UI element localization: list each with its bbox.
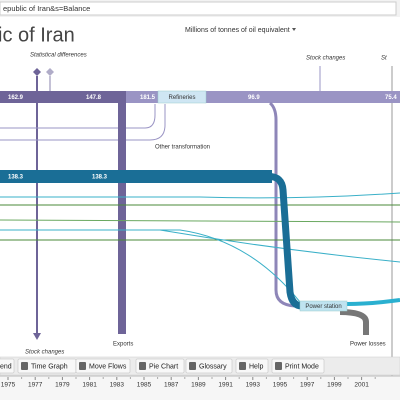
button-icon (21, 362, 28, 370)
flow (339, 309, 369, 335)
button-label: Help (249, 363, 264, 370)
button-icon (275, 362, 282, 370)
button-label: Time Graph (31, 363, 68, 370)
flow-exports (118, 95, 126, 334)
timeline-year[interactable]: 1987 (164, 382, 179, 389)
flow-band (0, 170, 272, 183)
flow-label: Statistical differences (30, 53, 87, 59)
button-icon (189, 362, 196, 370)
flow-value: 96.9 (248, 95, 260, 101)
timeline-year[interactable]: 1999 (327, 382, 342, 389)
timeline-year[interactable]: 1979 (55, 382, 70, 389)
arrow-head (33, 333, 41, 340)
flow (0, 192, 400, 199)
flow-label: St (381, 56, 387, 62)
flow-label: Power losses (350, 342, 386, 348)
node[interactable] (157, 90, 207, 104)
timeline-year[interactable]: 1997 (300, 382, 315, 389)
timeline-year[interactable]: 1985 (137, 382, 152, 389)
flow-value: 138.3 (92, 175, 108, 181)
button-label: Glossary (199, 363, 227, 370)
flow-label: Other transformation (155, 145, 210, 151)
url-field[interactable] (0, 1, 397, 16)
flow-band (0, 91, 126, 103)
flow-band (267, 173, 303, 310)
toolbar-button[interactable] (271, 358, 325, 374)
flow (0, 219, 400, 223)
timeline (0, 376, 400, 400)
timeline-year[interactable]: 1995 (273, 382, 288, 389)
marker (33, 68, 41, 76)
page-title: ic of Iran (0, 24, 75, 46)
flow-value: 75.4 (385, 95, 397, 101)
unit-selector[interactable]: Millions of tonnes of oil equivalent (185, 27, 290, 34)
timeline-year[interactable]: 1977 (28, 382, 43, 389)
flow-label: Exports (113, 342, 133, 348)
url: epublic of Iran&s=Balance (3, 4, 90, 13)
flow-label: Stock changes (306, 56, 345, 62)
toolbar-buttons: end Time Graph Move Flows Pie Chart Glossary… (0, 358, 325, 374)
toolbar-button[interactable] (75, 358, 131, 374)
button-icon (79, 362, 86, 370)
timeline-year[interactable]: 1981 (82, 382, 97, 389)
marker (46, 68, 54, 76)
flow (0, 229, 301, 303)
button-label: end (0, 363, 12, 370)
node-label: Refineries (168, 95, 195, 101)
flow (0, 104, 166, 141)
dropdown-arrow (292, 28, 296, 31)
timeline-year[interactable]: 2001 (354, 382, 369, 389)
toolbar-button[interactable] (185, 358, 233, 374)
toolbar-button[interactable] (135, 358, 185, 374)
timeline-year[interactable]: 1983 (110, 382, 125, 389)
button-icon (239, 362, 246, 370)
flow (0, 104, 156, 129)
toolbar-button[interactable] (0, 358, 15, 374)
flow (159, 229, 400, 263)
flow-value: 147.8 (86, 95, 102, 101)
node-label: Power station (305, 304, 341, 310)
timeline-year[interactable]: 1991 (218, 382, 233, 389)
flow-label: Stock changes (25, 350, 64, 356)
timeline-year[interactable]: 1993 (246, 382, 261, 389)
button-label: Move Flows (89, 363, 127, 370)
button-label: Pie Chart (149, 363, 178, 370)
timeline-year[interactable]: 1989 (191, 382, 206, 389)
timeline-year[interactable]: 1975 (1, 382, 16, 389)
button-label: Print Mode (285, 363, 319, 370)
node[interactable] (299, 300, 348, 312)
flow-value: 162.9 (8, 95, 24, 101)
timeline-years: 1975 1977 1979 1981 1983 1985 1987 1989 1991 1993… (1, 377, 376, 389)
flow-value: 181.5 (140, 95, 156, 101)
button-icon (139, 362, 146, 370)
flow-value: 138.3 (8, 175, 24, 181)
flow (346, 298, 400, 306)
